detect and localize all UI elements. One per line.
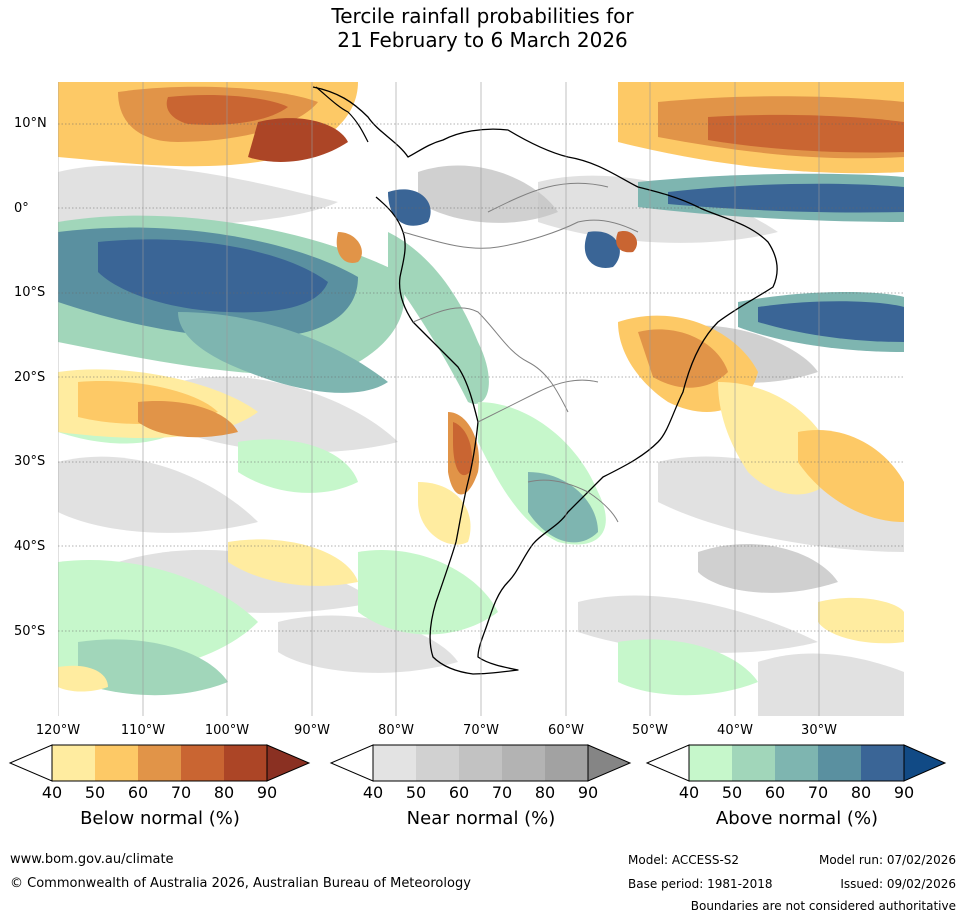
lon-label-60w: 60°W: [548, 723, 584, 738]
lon-label-90w: 90°W: [294, 723, 330, 738]
colorbar-near-normal-swatches: [329, 744, 632, 782]
below-normal-swatch-6: [267, 745, 309, 781]
footer-disclaimer: Boundaries are not considered authoritat…: [690, 899, 956, 913]
above-tick-50: 50: [721, 783, 743, 802]
lon-label-50w: 50°W: [632, 723, 668, 738]
above-tick-90: 90: [893, 783, 915, 802]
near-normal-swatch-6: [588, 745, 630, 781]
near-tick-60: 60: [448, 783, 470, 802]
above-normal-swatch-6: [904, 745, 945, 781]
above-tick-40: 40: [678, 783, 700, 802]
colorbar-below-normal-swatches: [8, 744, 311, 782]
below-normal-swatch-3: [138, 745, 181, 781]
above-tick-80: 80: [850, 783, 872, 802]
footer-model-run: Model run: 07/02/2026: [818, 853, 956, 867]
near-normal-swatch-2: [416, 745, 459, 781]
country-borders: [312, 86, 778, 675]
colorbar-above-normal-swatches: [645, 744, 947, 782]
above-normal-swatch-4: [818, 745, 861, 781]
lat-label-20s: 20°S: [14, 370, 46, 385]
lat-label-10s: 10°S: [14, 285, 46, 300]
near-tick-80: 80: [534, 783, 556, 802]
colorbar-near-normal: [329, 744, 632, 782]
below-tick-50: 50: [84, 783, 106, 802]
below-tick-80: 80: [213, 783, 235, 802]
lat-label-10n: 10°N: [14, 116, 47, 131]
title-line-1: Tercile rainfall probabilities for: [331, 4, 634, 28]
near-normal-swatch-1: [373, 745, 416, 781]
lon-label-100w: 100°W: [204, 723, 250, 738]
below-normal-areas: [58, 82, 904, 692]
colorbar-below-normal: [8, 744, 311, 782]
lon-label-80w: 80°W: [378, 723, 414, 738]
below-normal-swatch-1: [52, 745, 95, 781]
near-normal-swatch-3: [459, 745, 502, 781]
lon-label-40w: 40°W: [717, 723, 753, 738]
footer-copyright: © Commonwealth of Australia 2026, Austra…: [10, 876, 471, 891]
lon-label-30w: 30°W: [801, 723, 837, 738]
map-title: Tercile rainfall probabilities for 21 Fe…: [0, 4, 965, 52]
title-line-2: 21 February to 6 March 2026: [337, 28, 628, 52]
lat-label-40s: 40°S: [14, 539, 46, 554]
above-tick-60: 60: [764, 783, 786, 802]
below-normal-swatch-5: [224, 745, 267, 781]
footer-url[interactable]: www.bom.gov.au/climate: [10, 852, 174, 867]
colorbar-above-normal: [645, 744, 947, 782]
near-tick-40: 40: [362, 783, 384, 802]
lon-label-70w: 70°W: [463, 723, 499, 738]
lat-label-30s: 30°S: [14, 454, 46, 469]
footer-base-period: Base period: 1981-2018: [628, 877, 773, 891]
below-tick-70: 70: [170, 783, 192, 802]
near-normal-swatch-5: [545, 745, 588, 781]
lon-label-110w: 110°W: [120, 723, 166, 738]
lon-label-120w: 120°W: [35, 723, 81, 738]
graticule: [58, 123, 904, 632]
below-normal-swatch-4: [181, 745, 224, 781]
map-canvas: [58, 82, 904, 716]
probability-map: [58, 82, 904, 716]
footer-issued: Issued: 09/02/2026: [840, 877, 956, 891]
above-normal-label: Above normal (%): [715, 808, 879, 829]
above-normal-swatch-5: [861, 745, 904, 781]
meridians: [58, 82, 820, 716]
near-tick-70: 70: [491, 783, 513, 802]
above-tick-70: 70: [807, 783, 829, 802]
above-normal-swatch-3: [775, 745, 818, 781]
near-normal-swatch-4: [502, 745, 545, 781]
below-normal-swatch-2: [95, 745, 138, 781]
above-normal-swatch-1: [689, 745, 732, 781]
below-tick-60: 60: [127, 783, 149, 802]
lat-label-0: 0°: [14, 201, 29, 216]
below-tick-40: 40: [41, 783, 63, 802]
near-normal-label: Near normal (%): [406, 808, 556, 829]
footer-model: Model: ACCESS-S2: [628, 853, 740, 867]
below-normal-label: Below normal (%): [80, 808, 240, 829]
lat-label-50s: 50°S: [14, 624, 46, 639]
near-tick-50: 50: [405, 783, 427, 802]
near-tick-90: 90: [577, 783, 599, 802]
above-normal-swatch-2: [732, 745, 775, 781]
below-tick-90: 90: [256, 783, 278, 802]
